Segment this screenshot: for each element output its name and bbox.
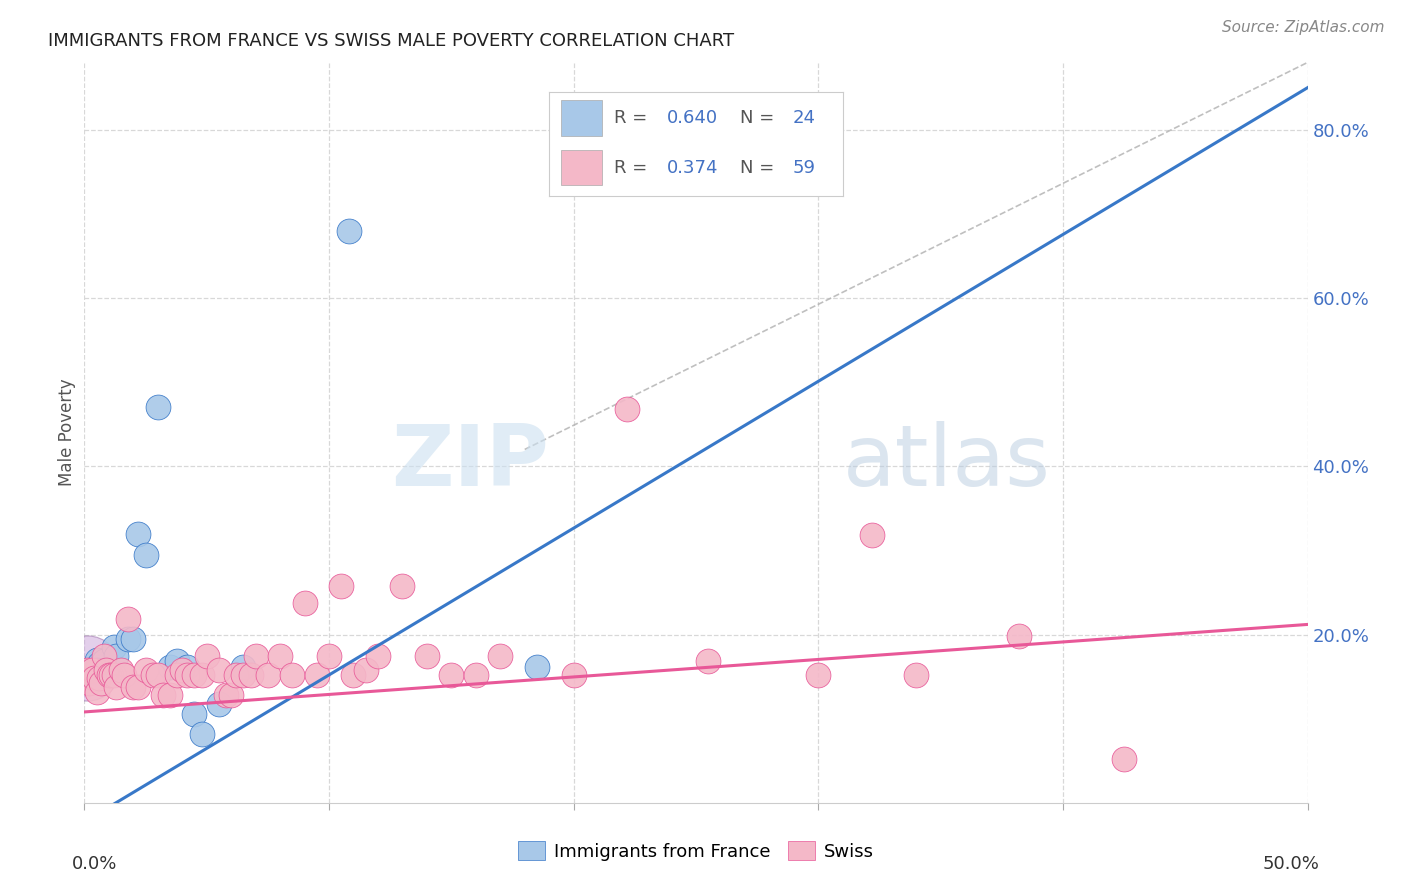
Point bbox=[117, 632, 139, 646]
Point bbox=[127, 680, 149, 694]
Point bbox=[391, 579, 413, 593]
Point bbox=[76, 663, 98, 677]
Point bbox=[191, 668, 214, 682]
Point bbox=[105, 648, 128, 663]
Text: 0.0%: 0.0% bbox=[72, 855, 118, 872]
Point bbox=[86, 685, 108, 699]
Point bbox=[80, 663, 103, 677]
Point bbox=[191, 727, 214, 741]
Point bbox=[208, 663, 231, 677]
Point bbox=[105, 680, 128, 694]
Point bbox=[215, 688, 238, 702]
Point bbox=[562, 668, 585, 682]
Point bbox=[110, 663, 132, 677]
Text: ZIP: ZIP bbox=[391, 421, 550, 504]
Point bbox=[183, 707, 205, 722]
Point bbox=[245, 648, 267, 663]
Y-axis label: Male Poverty: Male Poverty bbox=[58, 379, 76, 486]
Point bbox=[232, 659, 254, 673]
Point bbox=[76, 661, 98, 675]
Point bbox=[183, 668, 205, 682]
Point bbox=[103, 640, 125, 655]
Point bbox=[103, 668, 125, 682]
Text: atlas: atlas bbox=[842, 421, 1050, 504]
Point bbox=[96, 663, 118, 677]
Point bbox=[269, 648, 291, 663]
Point bbox=[416, 648, 439, 663]
Point bbox=[93, 648, 115, 663]
Point bbox=[90, 659, 112, 673]
Point bbox=[172, 663, 194, 677]
Point bbox=[337, 224, 360, 238]
Point bbox=[225, 668, 247, 682]
Point bbox=[367, 648, 389, 663]
Point bbox=[489, 648, 512, 663]
Point bbox=[93, 655, 115, 669]
Point bbox=[354, 663, 377, 677]
Point bbox=[146, 668, 169, 682]
Point bbox=[860, 528, 883, 542]
Point bbox=[239, 668, 262, 682]
Point bbox=[318, 648, 340, 663]
Point bbox=[342, 668, 364, 682]
Point bbox=[281, 668, 304, 682]
Point bbox=[80, 665, 103, 680]
Point bbox=[122, 680, 145, 694]
Point bbox=[159, 659, 181, 673]
Text: Source: ZipAtlas.com: Source: ZipAtlas.com bbox=[1222, 20, 1385, 35]
Point bbox=[1114, 752, 1136, 766]
Point bbox=[697, 655, 720, 669]
Point bbox=[135, 548, 157, 562]
Point bbox=[257, 668, 280, 682]
Point bbox=[127, 526, 149, 541]
Point bbox=[176, 668, 198, 682]
Point bbox=[83, 671, 105, 685]
Point bbox=[1008, 629, 1031, 643]
Point bbox=[526, 659, 548, 673]
Point bbox=[176, 659, 198, 673]
Point bbox=[86, 663, 108, 677]
Point bbox=[159, 688, 181, 702]
Legend: Immigrants from France, Swiss: Immigrants from France, Swiss bbox=[510, 834, 882, 868]
Point bbox=[195, 648, 218, 663]
Point bbox=[135, 663, 157, 677]
Point bbox=[122, 632, 145, 646]
Point bbox=[100, 668, 122, 682]
Point bbox=[294, 596, 316, 610]
Point bbox=[117, 612, 139, 626]
Point bbox=[166, 655, 188, 669]
Point bbox=[905, 668, 928, 682]
Point bbox=[440, 668, 463, 682]
Point bbox=[166, 668, 188, 682]
Point bbox=[86, 653, 108, 667]
Point bbox=[83, 663, 105, 677]
Point bbox=[112, 668, 135, 682]
Point bbox=[232, 668, 254, 682]
Point bbox=[152, 688, 174, 702]
Text: 50.0%: 50.0% bbox=[1263, 855, 1320, 872]
Point bbox=[146, 401, 169, 415]
Point bbox=[305, 668, 328, 682]
Point bbox=[77, 665, 100, 680]
Point bbox=[90, 676, 112, 690]
Point bbox=[142, 668, 165, 682]
Point bbox=[97, 668, 120, 682]
Text: IMMIGRANTS FROM FRANCE VS SWISS MALE POVERTY CORRELATION CHART: IMMIGRANTS FROM FRANCE VS SWISS MALE POV… bbox=[48, 32, 734, 50]
Point bbox=[219, 688, 242, 702]
Point bbox=[464, 668, 486, 682]
Point bbox=[87, 671, 110, 685]
Point bbox=[616, 402, 638, 417]
Point bbox=[807, 668, 830, 682]
Point bbox=[87, 657, 110, 671]
Point bbox=[208, 697, 231, 711]
Point bbox=[77, 676, 100, 690]
Point bbox=[330, 579, 353, 593]
